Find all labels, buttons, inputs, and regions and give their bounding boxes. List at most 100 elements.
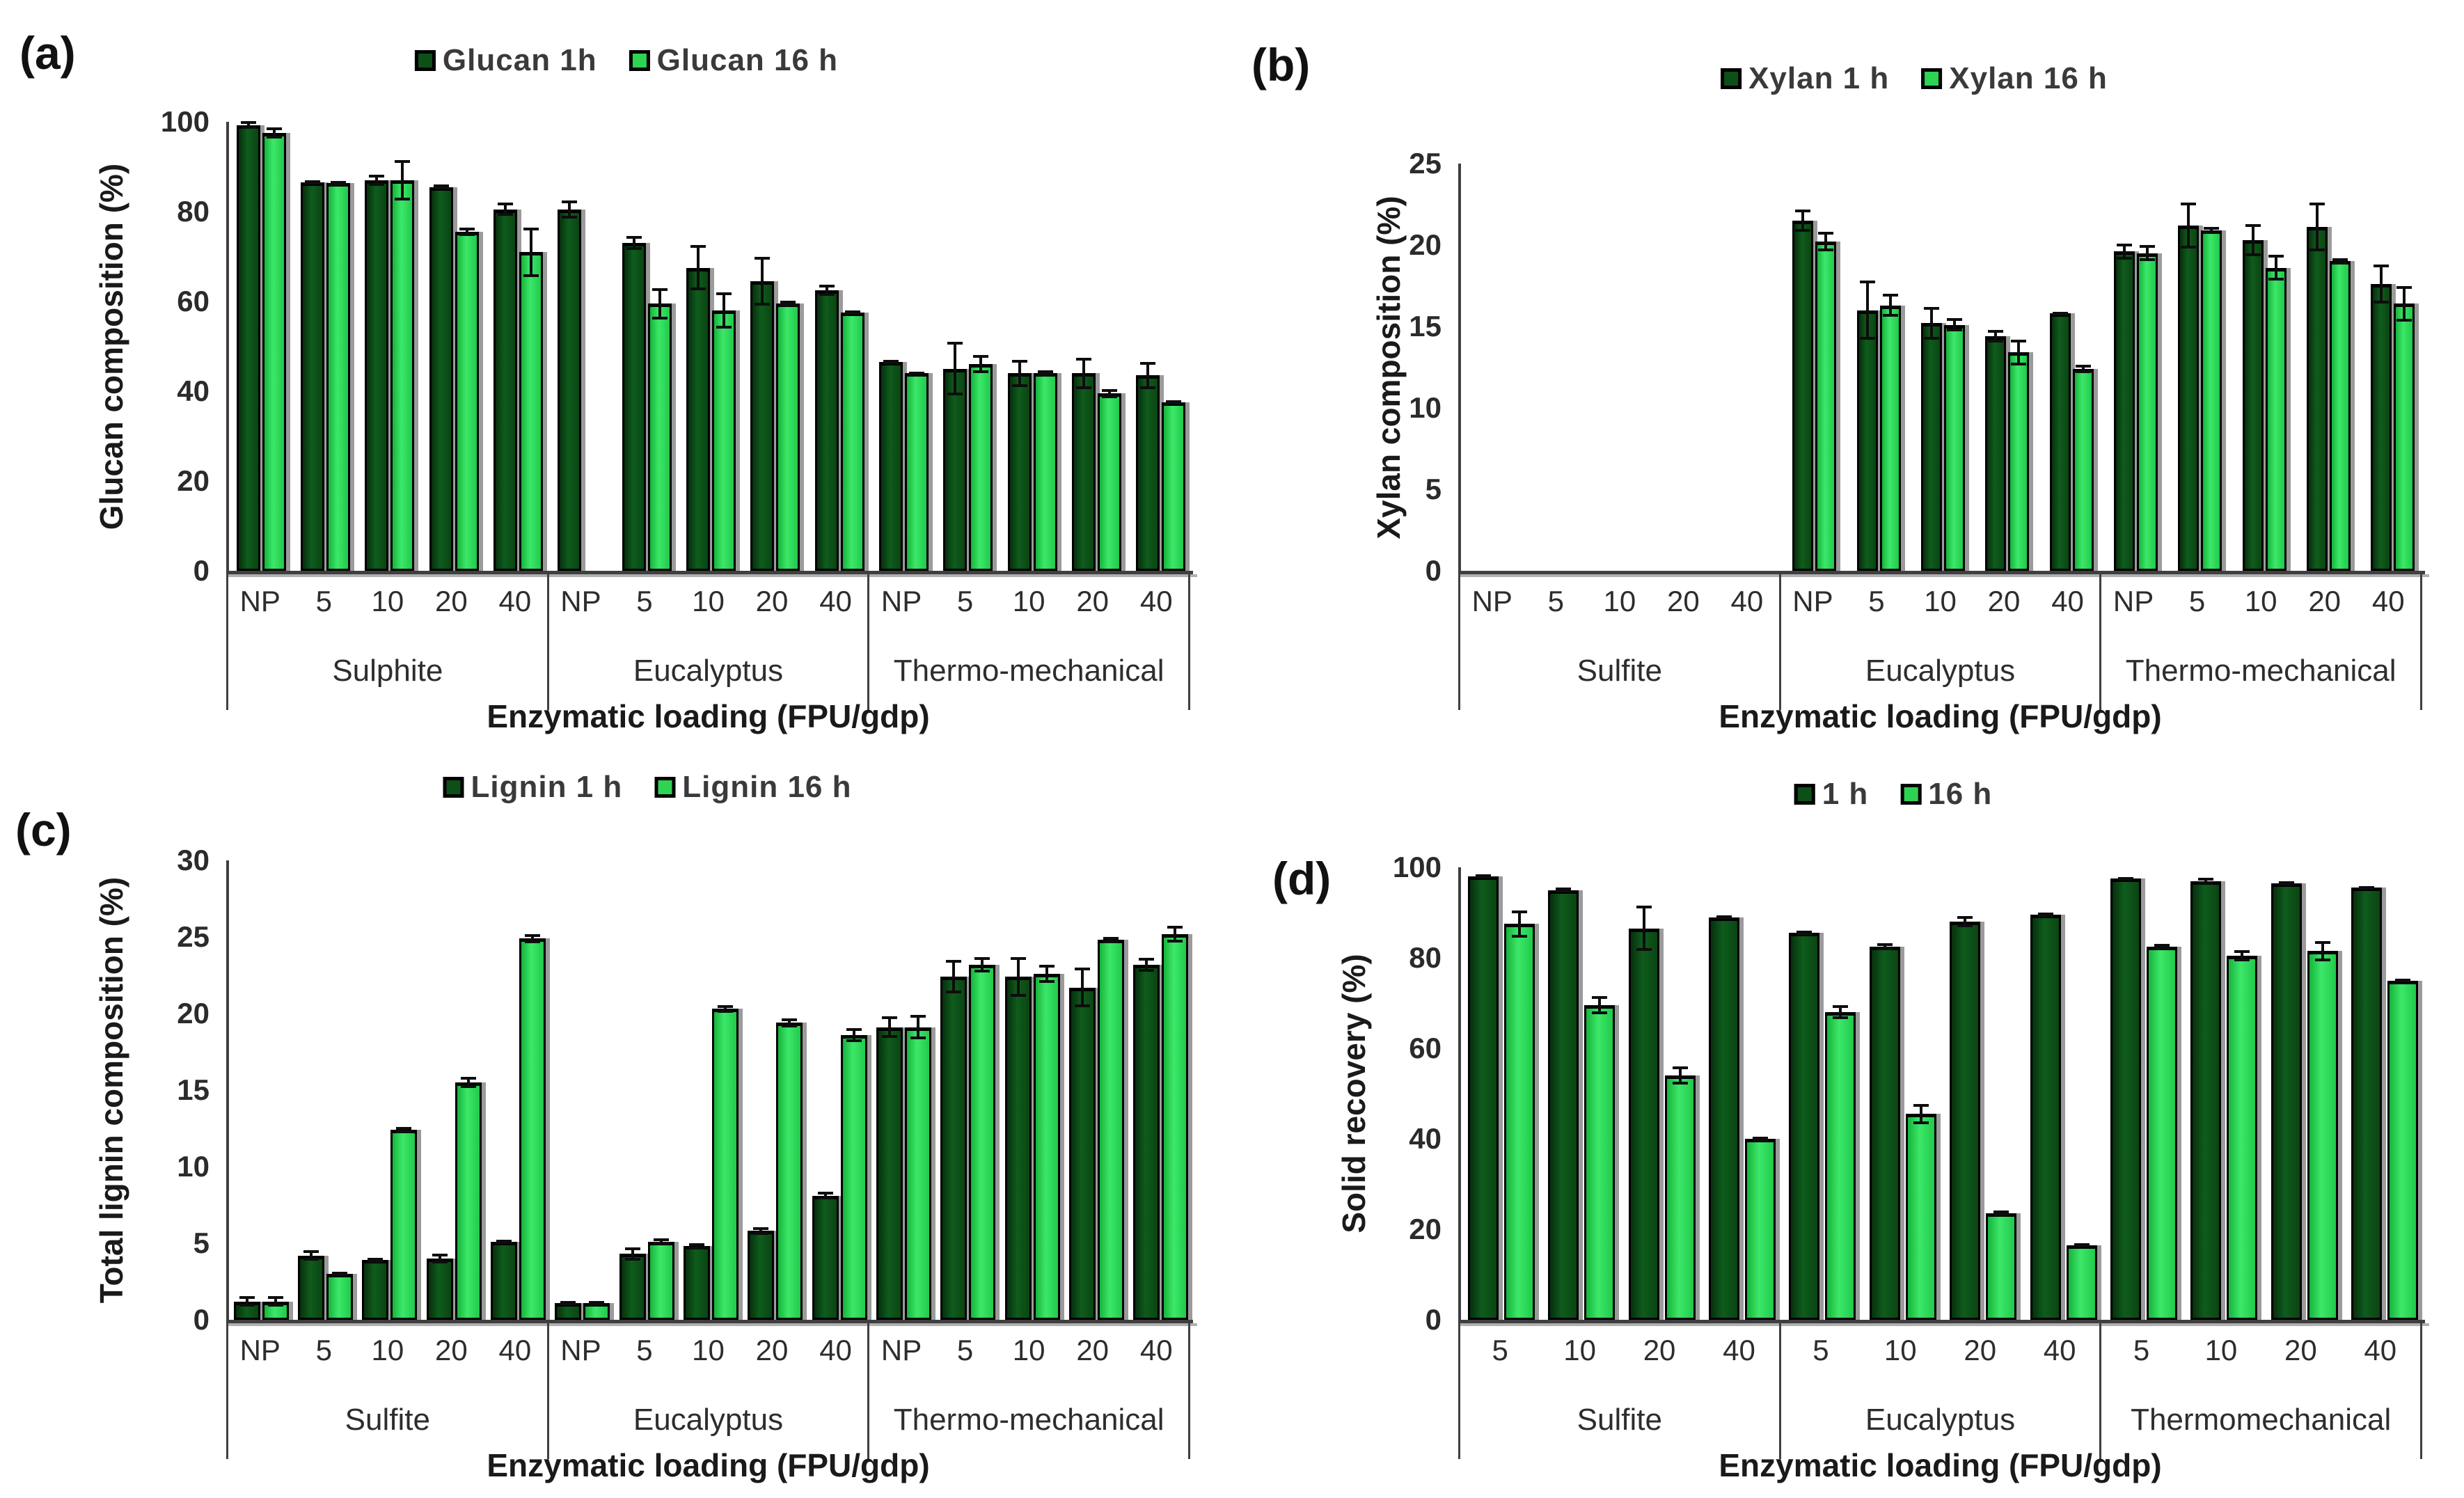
error-bar [2274,255,2277,281]
error-bar-cap [1833,1016,1849,1019]
category-tick-label: NP [239,585,281,617]
category-tick-label: NP [1792,585,1833,617]
error-bar-cap [844,312,860,315]
error-bar-cap [755,303,771,306]
category-tick-label: 20 [435,1334,468,1366]
error-bar-cap [2396,285,2412,289]
y-tick-label: 40 [177,374,210,407]
error-bar-cap [753,1231,769,1235]
group-label: Thermomechanical [2131,1403,2392,1437]
error-bar-cap [525,940,540,943]
category-tick-row: NP 5 10 20 40 [1460,571,1779,632]
error-bar-cap [239,1295,255,1299]
category-tick-label: NP [880,1334,922,1366]
bar-16h [1584,1005,1616,1320]
error-bar-cap [1139,957,1155,961]
bar-16h [326,1274,353,1320]
error-bar-cap [1882,313,1898,317]
bar-1h [2371,284,2392,571]
error-bar [724,1004,727,1013]
error-bar-cap [331,182,346,186]
legend: 1 h 16 h [1794,777,1993,812]
group-label: Thermo-mechanical [893,1403,1164,1437]
y-tick-label: 15 [177,1073,210,1106]
legend-swatch-16h [654,777,676,798]
error-bar-cap [1038,964,1055,968]
error-bar-cap [1957,924,1973,927]
error-bar [1801,209,1805,232]
category-axis: NP 5 10 20 40 Sulfite NP 5 10 20 40 Eucalyptus NP 5 10… [226,1320,1190,1459]
bar-16h [1033,373,1057,571]
bar-16h [647,303,672,571]
x-axis-shadow [226,574,1197,577]
bar-1h [1985,336,2007,571]
error-bar-cap [2075,370,2091,373]
error-bar [917,1015,919,1040]
error-bar-cap [2314,958,2330,961]
category-group: 5 10 20 40 Thermomechanical [2101,1320,2422,1459]
error-bar-cap [653,1238,669,1242]
bar-1h [1792,220,1814,571]
error-bar [981,956,984,972]
error-bar-cap [523,274,539,277]
error-bar [504,203,507,216]
category-tick-label: 10 [1012,1334,1045,1366]
error-bar-cap [947,342,963,345]
bar-1h [943,368,968,571]
bar-1h [2351,888,2383,1320]
error-bar-cap [883,361,899,364]
error-bar [465,227,468,237]
error-bar-cap [1988,329,2004,333]
bar-1h [1950,922,1981,1320]
error-bar [952,960,956,994]
error-bar-cap [1913,1103,1929,1107]
category-tick-label: NP [560,585,601,617]
error-bar-cap [782,1018,798,1021]
category-tick-label: 5 [636,585,653,617]
error-bar [2187,203,2190,249]
group-label: Thermo-mechanical [2125,654,2396,688]
category-tick-label: 20 [1076,1334,1109,1366]
category-tick-label: 5 [315,1334,332,1366]
error-bar [245,1295,248,1307]
error-bar [1953,318,1956,332]
bar-1h [491,1241,517,1320]
error-bar-cap [560,1300,576,1304]
category-tick-row: 5 10 20 40 [2101,1320,2420,1381]
legend: Xylan 1 h Xylan 16 h [1721,61,2108,96]
error-bar-cap [1140,386,1156,389]
error-bar-cap [305,182,320,185]
error-bar [568,200,571,219]
error-bar [1598,996,1602,1015]
error-bar-cap [1859,281,1875,284]
bar-1h [2270,883,2302,1320]
error-bar [310,1249,313,1261]
error-bar-cap [973,370,989,374]
y-tick-label: 100 [1392,851,1442,883]
error-bar [1082,357,1085,389]
bar-16h [1825,1012,1856,1320]
bar-16h [2265,267,2287,571]
bar-1h [2114,251,2135,571]
error-bar-cap [1795,229,1811,232]
x-axis-title: Enzymatic loading (FPU/gdp) [487,698,930,734]
error-bar-cap [1511,910,1527,913]
error-bar-cap [690,287,706,290]
category-tick-label: NP [880,585,922,617]
category-tick-row: NP 5 10 20 40 [869,571,1188,632]
plot-area [1458,164,2425,574]
category-tick-label: 20 [1076,585,1109,617]
bar-1h [1136,375,1160,571]
y-tick-label: 20 [177,997,210,1030]
group-label: Thermo-mechanical [893,654,1164,688]
y-tick-label: 10 [177,1150,210,1183]
error-bar-cap [2374,301,2390,304]
bar-1h [1133,964,1160,1320]
bar-1h [1548,890,1579,1320]
error-bar [1146,362,1150,389]
error-bar-cap [2278,883,2294,885]
y-tick-label: 40 [1409,1122,1442,1155]
category-tick-label: 20 [755,1334,789,1366]
group-label: Sulfite [345,1403,430,1437]
